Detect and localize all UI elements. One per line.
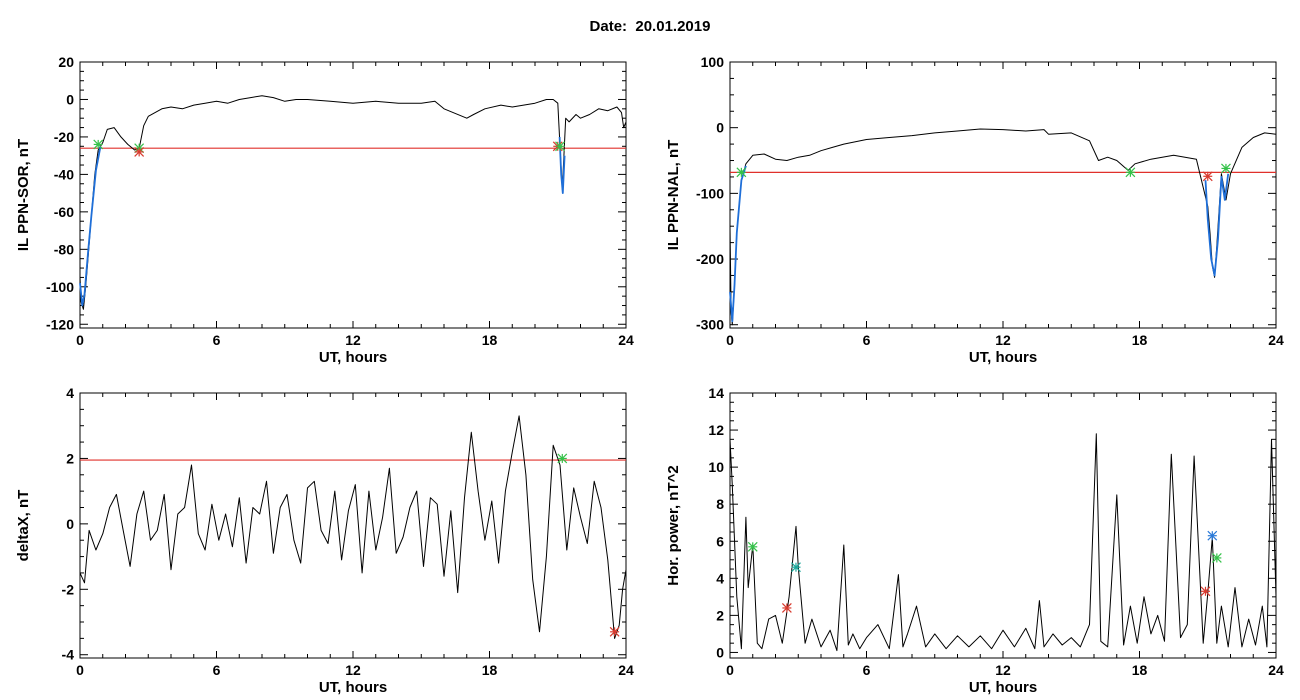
x-tick-label: 24	[618, 662, 634, 678]
x-tick-label: 12	[345, 332, 361, 348]
y-tick-label: 8	[716, 496, 724, 512]
panel-il-ppn-nal: 0 6 12 18 24 -300 -200 -100 0 100 UT, hours IL PPN-…	[665, 54, 1284, 366]
data-series-line	[79, 415, 627, 639]
y-tick-label: 6	[716, 533, 724, 549]
y-axis-label: deltaX, nT	[15, 490, 32, 562]
event-marker	[1207, 530, 1218, 541]
x-tick-label: 6	[863, 662, 871, 678]
event-marker	[747, 541, 758, 552]
y-tick-label: 0	[716, 644, 724, 660]
x-tick-label: 6	[213, 662, 221, 678]
y-tick-label: 0	[716, 120, 724, 136]
event-marker	[1125, 167, 1136, 178]
x-tick-label: 24	[1268, 662, 1284, 678]
event-marker	[557, 453, 568, 464]
event-marker	[93, 139, 104, 150]
event-marker	[1221, 163, 1231, 174]
x-tick-label: 0	[726, 662, 734, 678]
y-axis-label: IL PPN-SOR, nT	[15, 139, 32, 251]
y-tick-label: 2	[716, 607, 724, 623]
plot-frame	[729, 61, 1277, 329]
highlight-series-line	[729, 165, 747, 323]
y-tick-label: -20	[54, 129, 74, 145]
data-series-line	[729, 433, 1277, 652]
y-tick-label: 0	[66, 91, 74, 107]
x-tick-label: 12	[995, 332, 1011, 348]
y-axis-label: IL PPN-NAL, nT	[665, 140, 682, 251]
event-marker	[609, 626, 620, 637]
x-tick-label: 6	[213, 332, 221, 348]
highlight-series-line	[558, 136, 566, 195]
x-tick-label: 18	[1132, 332, 1148, 348]
x-tick-label: 0	[726, 332, 734, 348]
event-marker	[736, 167, 747, 178]
x-tick-label: 18	[482, 662, 498, 678]
x-axis-label: UT, hours	[319, 679, 387, 696]
y-tick-label: 12	[708, 422, 724, 438]
y-tick-label: -60	[54, 204, 74, 220]
event-marker	[781, 603, 792, 613]
y-tick-label: 10	[708, 459, 724, 475]
y-tick-label: -100	[696, 185, 724, 201]
y-tick-label: -4	[62, 647, 75, 663]
x-tick-label: 12	[995, 662, 1011, 678]
event-marker	[555, 141, 565, 152]
y-tick-label: -200	[696, 251, 724, 267]
x-tick-label: 18	[482, 332, 498, 348]
plot-frame	[79, 61, 627, 329]
x-tick-label: 12	[345, 662, 361, 678]
y-tick-label: 2	[66, 450, 74, 466]
x-tick-label: 24	[618, 332, 634, 348]
event-marker	[1211, 553, 1222, 563]
x-tick-label: 18	[1132, 662, 1148, 678]
event-marker	[791, 562, 801, 573]
x-axis-label: UT, hours	[319, 349, 387, 366]
event-marker	[1200, 586, 1211, 597]
x-tick-label: 6	[863, 332, 871, 348]
y-tick-label: 20	[58, 54, 74, 70]
y-tick-label: 100	[701, 54, 725, 70]
y-tick-label: 4	[66, 385, 74, 401]
y-tick-label: -100	[46, 279, 74, 295]
plot-frame	[729, 392, 1277, 659]
data-series-line	[79, 95, 627, 310]
y-tick-label: -80	[54, 241, 74, 257]
y-tick-label: 0	[66, 516, 74, 532]
panel-il-ppn-sor: 0 6 12 18 24 -120 -100 -80 -60 -40 -20 0 20 UT, hours…	[15, 54, 634, 366]
y-axis-label: Hor. power, nT^2	[665, 465, 682, 585]
y-tick-label: -40	[54, 166, 74, 182]
event-marker	[1202, 171, 1213, 182]
y-tick-label: 4	[716, 570, 724, 586]
x-tick-label: 0	[76, 332, 84, 348]
x-tick-label: 24	[1268, 332, 1284, 348]
x-axis-label: UT, hours	[969, 679, 1037, 696]
x-axis-label: UT, hours	[969, 349, 1037, 366]
event-marker	[134, 146, 145, 157]
plot-frame	[79, 392, 627, 659]
page-title: Date: 20.01.2019	[589, 18, 711, 35]
highlight-series-line	[1204, 173, 1230, 277]
y-tick-label: 14	[708, 385, 724, 401]
highlight-series-line	[79, 146, 102, 307]
y-tick-label: -300	[696, 317, 724, 333]
y-tick-label: -2	[62, 581, 75, 597]
x-tick-label: 0	[76, 662, 84, 678]
y-tick-label: -120	[46, 316, 74, 332]
data-series-line	[729, 128, 1277, 326]
